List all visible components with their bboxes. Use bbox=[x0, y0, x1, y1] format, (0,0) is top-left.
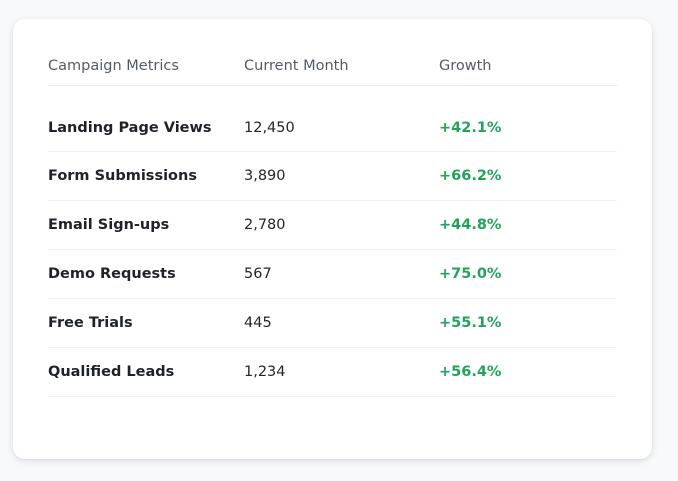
growth-value: +56.4% bbox=[439, 364, 502, 380]
growth-value: +44.8% bbox=[439, 217, 502, 233]
metric-name: Free Trials bbox=[48, 315, 133, 331]
metric-name: Email Sign-ups bbox=[48, 217, 170, 233]
metric-name: Landing Page Views bbox=[48, 119, 212, 136]
growth-value: +75.0% bbox=[439, 266, 502, 282]
growth-value: +42.1% bbox=[439, 119, 502, 136]
current-month-value: 567 bbox=[244, 266, 272, 282]
metric-name: Qualified Leads bbox=[48, 364, 175, 380]
current-month-value: 1,234 bbox=[244, 364, 286, 380]
column-header-current-month: Current Month bbox=[244, 58, 349, 74]
table-body: Landing Page Views 12,450 +42.1% Form Su… bbox=[48, 104, 617, 397]
current-month-value: 3,890 bbox=[244, 168, 286, 184]
metric-name: Form Submissions bbox=[48, 168, 197, 184]
current-month-value: 12,450 bbox=[244, 119, 295, 136]
table-row: Demo Requests 567 +75.0% bbox=[48, 250, 617, 299]
table-row: Landing Page Views 12,450 +42.1% bbox=[48, 104, 617, 152]
column-header-metric: Campaign Metrics bbox=[48, 58, 179, 74]
table-row: Qualified Leads 1,234 +56.4% bbox=[48, 348, 617, 397]
current-month-value: 2,780 bbox=[244, 217, 286, 233]
table-row: Free Trials 445 +55.1% bbox=[48, 299, 617, 348]
metrics-card: Campaign Metrics Current Month Growth La… bbox=[13, 19, 652, 459]
growth-value: +55.1% bbox=[439, 315, 502, 331]
table-row: Email Sign-ups 2,780 +44.8% bbox=[48, 201, 617, 250]
table-header: Campaign Metrics Current Month Growth bbox=[48, 49, 617, 86]
current-month-value: 445 bbox=[244, 315, 272, 331]
campaign-metrics-table: Campaign Metrics Current Month Growth La… bbox=[48, 49, 617, 397]
metric-name: Demo Requests bbox=[48, 266, 176, 282]
column-header-growth: Growth bbox=[439, 58, 492, 74]
table-row: Form Submissions 3,890 +66.2% bbox=[48, 152, 617, 201]
growth-value: +66.2% bbox=[439, 168, 502, 184]
